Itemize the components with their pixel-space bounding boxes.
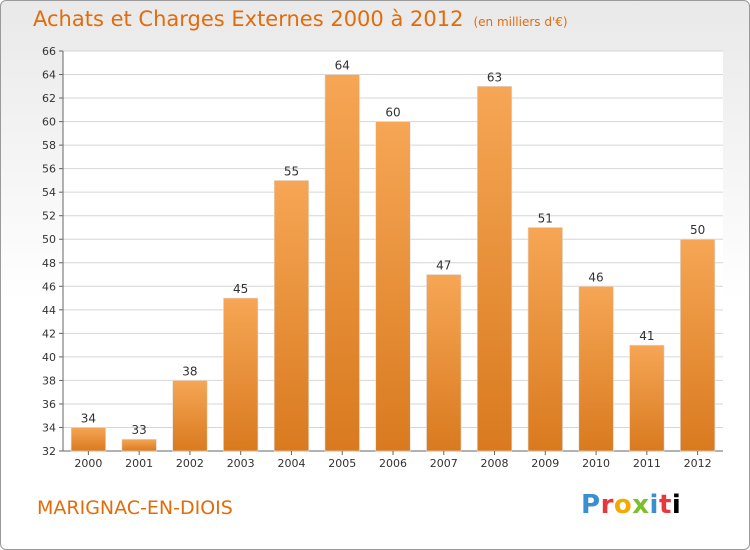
y-tick-label: 46 [42, 280, 56, 293]
bar [629, 344, 665, 452]
x-tick-label: 2001 [125, 457, 153, 470]
bar-value-label: 38 [182, 364, 197, 378]
x-tick-label: 2003 [227, 457, 255, 470]
x-tick-label: 2000 [74, 457, 102, 470]
bar-value-label: 47 [436, 259, 451, 273]
y-tick-label: 60 [42, 116, 56, 129]
logo-letter: t [658, 490, 672, 520]
bar [223, 297, 259, 452]
bar-value-label: 60 [385, 106, 400, 120]
logo-letter: o [613, 490, 633, 520]
bar [273, 180, 310, 452]
x-tick-label: 2002 [176, 457, 204, 470]
x-tick-label: 2012 [684, 457, 712, 470]
y-tick-label: 34 [42, 421, 56, 434]
bar-value-label: 33 [132, 423, 147, 437]
bar [324, 74, 360, 452]
y-tick-label: 52 [42, 210, 56, 223]
proxiti-logo: Proxiti [581, 490, 681, 520]
bar-value-label: 45 [233, 282, 248, 296]
y-tick-label: 40 [42, 351, 56, 364]
y-tick-label: 32 [42, 445, 56, 458]
bar [680, 238, 716, 452]
bar [375, 121, 411, 452]
x-tick-label: 2005 [328, 457, 356, 470]
logo-letter: P [581, 490, 601, 520]
x-tick-label: 2006 [379, 457, 407, 470]
chart-title: Achats et Charges Externes 2000 à 2012 (e… [33, 7, 568, 31]
logo-letter: i [649, 490, 659, 520]
y-tick-label: 50 [42, 233, 56, 246]
x-tick-label: 2008 [481, 457, 509, 470]
bar [121, 438, 157, 452]
bar-value-label: 55 [284, 164, 299, 178]
y-tick-label: 42 [42, 327, 56, 340]
x-tick-label: 2009 [531, 457, 559, 470]
bar-value-label: 34 [81, 411, 96, 425]
bar-value-label: 63 [487, 70, 502, 84]
x-tick-label: 2004 [277, 457, 305, 470]
commune-name: MARIGNAC-EN-DIOIS [37, 497, 233, 519]
bar [70, 427, 106, 452]
chart-title-text: Achats et Charges Externes 2000 à 2012 [33, 7, 464, 31]
bar [172, 380, 208, 452]
bar-value-label: 46 [588, 270, 603, 284]
bar-value-label: 64 [335, 59, 350, 73]
logo-letter: r [600, 490, 614, 520]
y-tick-label: 58 [42, 139, 56, 152]
bar-value-label: 51 [538, 211, 553, 225]
logo-letter: x [632, 490, 650, 520]
y-tick-label: 44 [42, 304, 56, 317]
y-tick-label: 56 [42, 163, 56, 176]
x-tick-label: 2007 [430, 457, 458, 470]
y-tick-label: 36 [42, 398, 56, 411]
logo-letter: i [671, 490, 682, 520]
y-tick-label: 38 [42, 374, 56, 387]
bar [527, 227, 563, 452]
y-tick-label: 64 [42, 69, 56, 82]
x-tick-label: 2011 [633, 457, 661, 470]
y-tick-label: 48 [42, 257, 56, 270]
bar-value-label: 50 [690, 223, 705, 237]
bar [476, 85, 513, 452]
x-tick-label: 2010 [582, 457, 610, 470]
bar-value-label: 41 [639, 329, 654, 343]
y-tick-label: 54 [42, 186, 56, 199]
y-tick-label: 62 [42, 92, 56, 105]
bar [426, 274, 462, 452]
y-tick-label: 66 [42, 45, 56, 58]
bar [578, 285, 614, 452]
chart-unit-label: (en milliers d'€) [473, 15, 568, 29]
